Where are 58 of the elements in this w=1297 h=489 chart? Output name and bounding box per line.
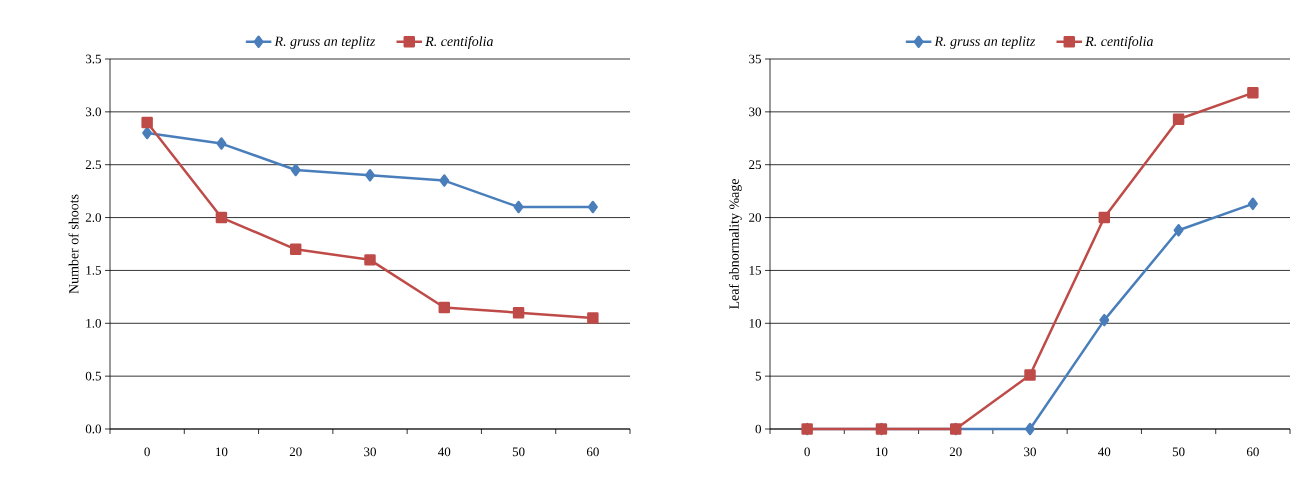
point xyxy=(364,254,376,266)
x-tick-label: 50 xyxy=(1172,447,1185,457)
legend-label: R. gruss an teplitz xyxy=(274,36,376,49)
x-tick-label: 30 xyxy=(1024,447,1036,457)
point xyxy=(1247,197,1258,211)
y-tick-label: 30 xyxy=(749,107,762,117)
x-tick-label: 60 xyxy=(586,447,599,457)
y-tick-label: 1.5 xyxy=(86,266,101,275)
point xyxy=(587,200,598,214)
y-tick-label: 1.0 xyxy=(86,318,102,328)
x-tick-label: 10 xyxy=(216,447,228,457)
point xyxy=(365,169,375,182)
point xyxy=(512,306,525,319)
legend-label: R. centifolia xyxy=(425,36,493,49)
y-tick-label: 3.5 xyxy=(85,54,101,64)
point xyxy=(1024,369,1036,381)
y-tick-label: 2.5 xyxy=(85,160,101,170)
x-tick-label: 20 xyxy=(949,447,962,457)
point xyxy=(513,200,524,214)
y-tick-label: 25 xyxy=(749,160,761,170)
x-tick-label: 10 xyxy=(876,447,888,457)
y-tick-label: 3.0 xyxy=(85,107,102,117)
point xyxy=(1172,113,1185,125)
point xyxy=(215,211,228,224)
x-tick-label: 40 xyxy=(1098,447,1111,457)
point xyxy=(141,116,153,129)
y-tick-label: 35 xyxy=(749,54,761,64)
y-tick-label: 0.5 xyxy=(85,371,101,381)
y-axis-title: Number of shoots xyxy=(68,194,79,294)
y-tick-label: 20 xyxy=(749,213,762,222)
x-tick-label: 30 xyxy=(364,447,376,457)
legend-label: R. centifolia xyxy=(1085,36,1153,49)
point xyxy=(439,174,450,187)
y-tick-label: 0.0 xyxy=(85,424,102,434)
y-tick-label: 10 xyxy=(749,318,762,328)
x-tick-label: 50 xyxy=(512,447,525,457)
point xyxy=(1025,422,1035,436)
point xyxy=(1099,313,1110,327)
point xyxy=(216,137,227,150)
x-tick-label: 0 xyxy=(804,447,810,457)
point xyxy=(438,301,451,314)
y-tick-label: 0 xyxy=(755,424,762,434)
legend-label: R. gruss an teplitz xyxy=(934,36,1036,49)
point xyxy=(587,312,599,324)
point xyxy=(1247,87,1259,99)
point xyxy=(289,243,302,256)
x-tick-label: 40 xyxy=(438,447,451,457)
point xyxy=(142,126,153,140)
x-tick-label: 20 xyxy=(289,447,302,457)
y-tick-label: 5 xyxy=(755,371,761,381)
y-tick-label: 15 xyxy=(749,266,761,275)
point xyxy=(1098,211,1111,224)
y-axis-title: Leaf abnormality %age xyxy=(728,179,742,310)
y-tick-label: 2.0 xyxy=(85,213,102,222)
x-tick-label: 0 xyxy=(144,447,150,457)
point xyxy=(1173,224,1184,237)
point xyxy=(290,163,301,177)
x-tick-label: 60 xyxy=(1246,447,1259,457)
